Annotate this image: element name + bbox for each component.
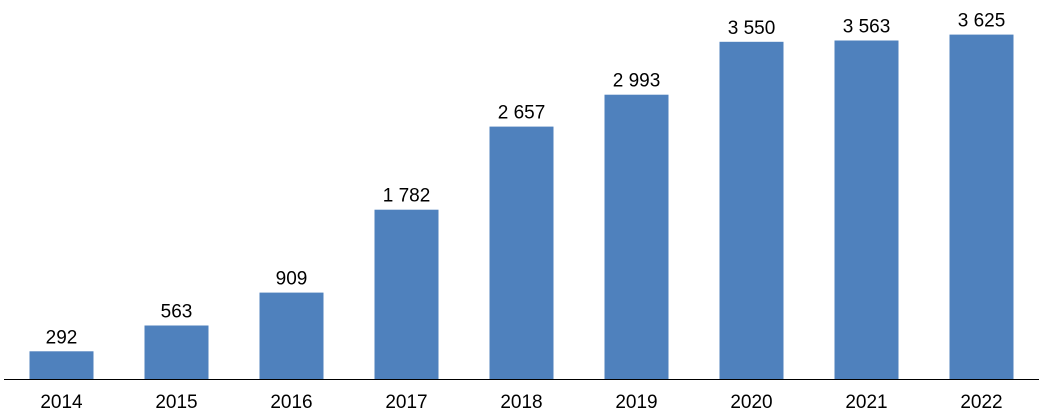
bar-2014 [29, 351, 94, 379]
bar-2022 [949, 34, 1014, 379]
bar-2021 [834, 40, 899, 379]
data-label-2016: 909 [276, 269, 308, 290]
x-tick-label-2021: 2021 [845, 392, 887, 413]
bar-2020 [719, 41, 784, 380]
x-tick-label-2018: 2018 [500, 392, 542, 413]
x-tick-labels-group: 2014 2015 2016 2017 2018 2019 2020 2021 2022 [40, 392, 1002, 413]
bar-2015 [144, 325, 209, 379]
data-label-2020: 3 550 [728, 18, 776, 39]
data-label-2021: 3 563 [843, 17, 891, 38]
bar-2017 [374, 209, 439, 379]
x-tick-label-2016: 2016 [270, 392, 312, 413]
bars-group [29, 34, 1014, 380]
data-label-2019: 2 993 [613, 71, 661, 92]
data-label-2017: 1 782 [383, 186, 431, 207]
data-label-2022: 3 625 [958, 11, 1006, 32]
bar-2016 [259, 292, 324, 379]
x-tick-label-2015: 2015 [155, 392, 197, 413]
bar-2019 [604, 94, 669, 379]
x-tick-label-2014: 2014 [40, 392, 83, 413]
data-labels-group: 292 563 909 1 782 2 657 2 993 3 550 3 563 3 625 [46, 11, 1006, 349]
x-tick-label-2017: 2017 [385, 392, 427, 413]
data-label-2018: 2 657 [498, 103, 546, 124]
x-tick-label-2019: 2019 [615, 392, 657, 413]
x-tick-label-2022: 2022 [960, 392, 1002, 413]
x-tick-label-2020: 2020 [730, 392, 772, 413]
data-label-2014: 292 [46, 327, 78, 348]
data-label-2015: 563 [161, 302, 193, 323]
bar-2018 [489, 126, 554, 379]
